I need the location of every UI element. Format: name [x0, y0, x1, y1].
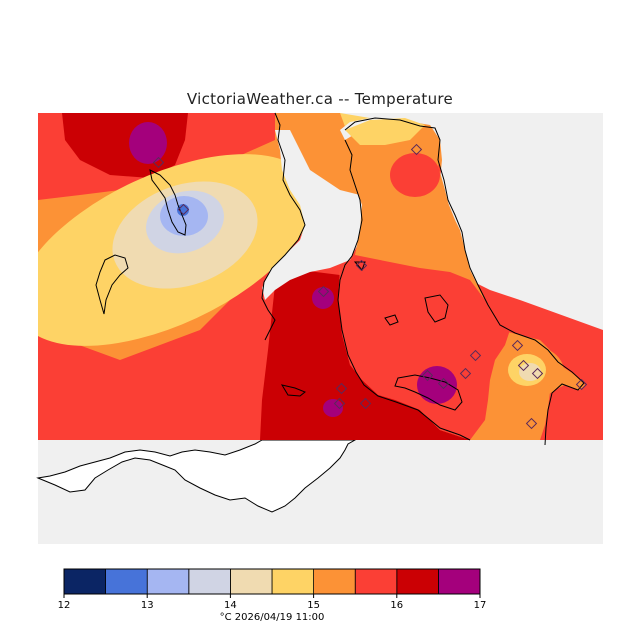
station-marker — [511, 339, 524, 352]
legend-swatch — [63, 568, 106, 595]
legend-swatch — [396, 568, 439, 595]
legend-footer: °C 2026/04/19 11:00 — [220, 612, 325, 623]
sea-channel — [262, 130, 365, 300]
legend-swatch — [313, 568, 356, 595]
legend-swatch — [188, 568, 231, 595]
station-marker — [335, 382, 348, 395]
station-marker — [317, 285, 330, 298]
station-marker — [355, 259, 368, 272]
legend-ticks: 12 13 14 15 16 17 — [58, 594, 487, 611]
station-markers — [152, 143, 588, 430]
legend-tick-label: 15 — [307, 600, 320, 611]
station-marker — [459, 367, 472, 380]
station-marker — [410, 143, 423, 156]
station-marker — [531, 367, 544, 380]
station-marker — [437, 377, 450, 390]
legend-swatch — [271, 568, 314, 595]
station-marker — [359, 397, 372, 410]
legend-frame — [63, 568, 481, 595]
station-marker — [421, 369, 434, 382]
station-marker — [152, 156, 165, 169]
station-marker — [333, 397, 346, 410]
station-marker — [525, 417, 538, 430]
legend-swatch — [105, 568, 148, 595]
landmass-south-coast — [36, 439, 357, 513]
station-marker — [575, 378, 588, 391]
station-marker — [469, 349, 482, 362]
map-title: VictoriaWeather.ca -- Temperature — [186, 90, 454, 108]
sea-strait — [275, 113, 603, 330]
legend-tick-label: 13 — [141, 600, 154, 611]
legend-tick-label: 16 — [390, 600, 403, 611]
legend-swatch — [437, 568, 481, 595]
station-marker — [517, 359, 530, 372]
legend-tick-label: 17 — [474, 600, 487, 611]
legend-swatch — [146, 568, 190, 595]
legend-tick-label: 14 — [224, 600, 237, 611]
legend-tick-label: 12 — [58, 600, 71, 611]
legend-swatch — [229, 568, 273, 595]
legend — [63, 568, 481, 595]
legend-swatch — [354, 568, 398, 595]
station-marker — [177, 203, 190, 216]
